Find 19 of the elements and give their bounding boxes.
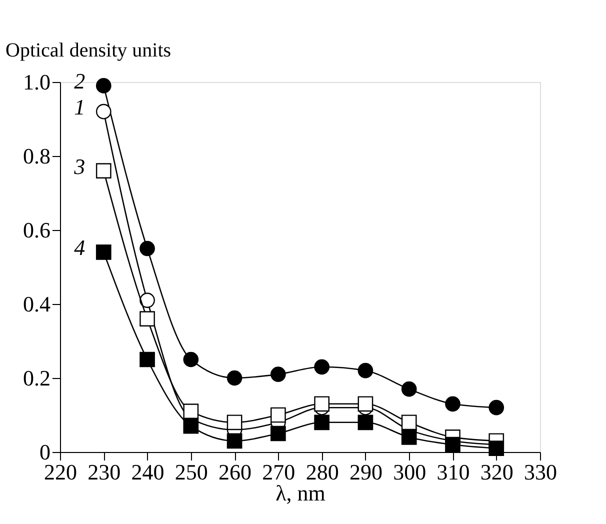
x-tick-label: 300 [393, 460, 426, 484]
series-label: 4 [74, 235, 86, 260]
y-tick-label: 0.2 [23, 366, 50, 390]
series-label: 2 [74, 68, 86, 94]
x-tick-label: 330 [524, 460, 557, 484]
y-tick-label: 0.6 [23, 218, 50, 242]
x-tick-label: 320 [480, 460, 514, 484]
x-tick-label: 290 [349, 460, 382, 484]
series-label: 3 [73, 154, 86, 179]
x-tick-label: 250 [174, 460, 208, 484]
y-axis-title: Optical density units [6, 40, 172, 62]
x-tick-label: 260 [218, 460, 252, 484]
y-tick-label: 1.0 [23, 70, 50, 94]
x-tick-label: 310 [436, 460, 470, 484]
x-tick-label: 240 [131, 460, 164, 484]
series-label: 1 [74, 94, 86, 120]
x-tick-label: 230 [88, 460, 121, 484]
y-tick-label: 0.4 [23, 292, 50, 316]
y-tick-label: 0.8 [23, 144, 50, 168]
